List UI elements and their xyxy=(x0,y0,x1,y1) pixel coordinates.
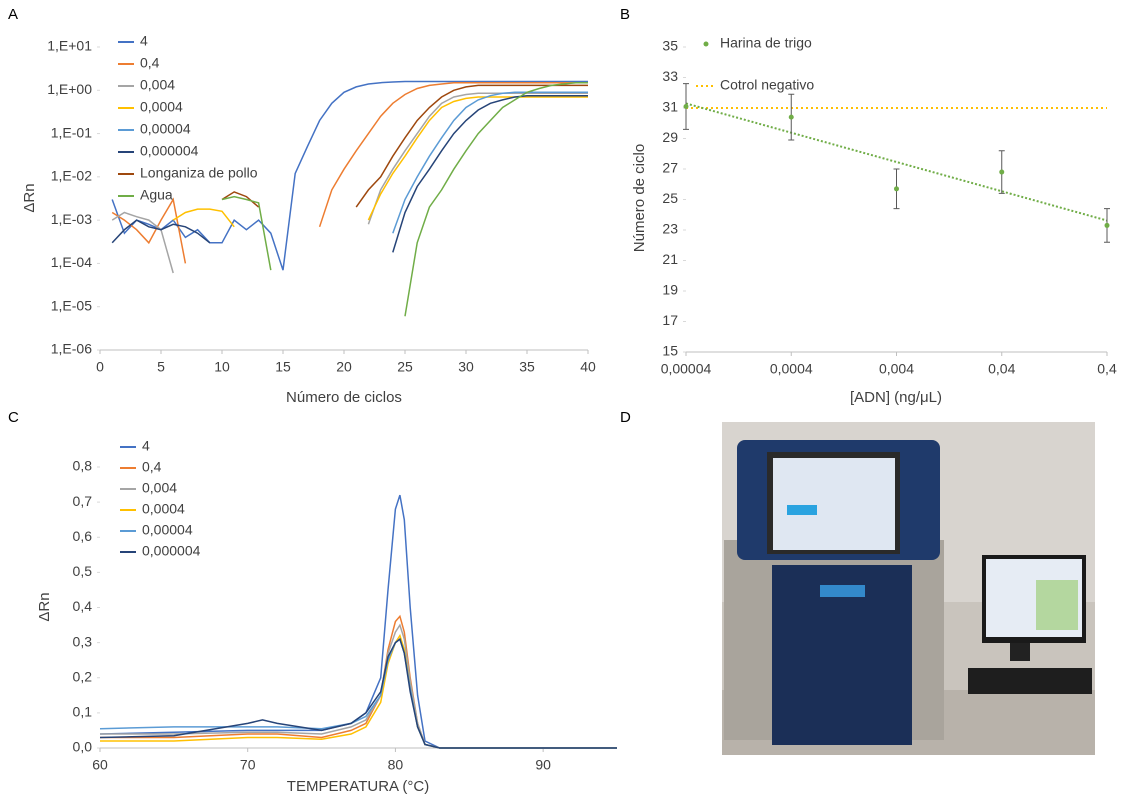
y-tick-label: 0,0 xyxy=(73,739,93,755)
y-tick-label: 33 xyxy=(662,68,678,84)
screen-widget xyxy=(787,505,817,515)
x-tick-label: 30 xyxy=(458,359,474,375)
keyboard xyxy=(968,668,1092,694)
y-tick-label: 19 xyxy=(662,282,678,298)
y-tick-label: 25 xyxy=(662,190,678,206)
y-axis-title: Número de ciclo xyxy=(631,144,648,252)
panel-label: D xyxy=(620,409,631,426)
series-line xyxy=(100,633,617,749)
y-tick-label: 0,5 xyxy=(73,563,93,579)
legend-label: Cotrol negativo xyxy=(720,77,814,93)
series-line xyxy=(221,84,588,208)
legend-label: 0,00004 xyxy=(140,121,191,137)
y-tick-label: 1,E+01 xyxy=(47,38,92,54)
y-tick-label: 1,E-05 xyxy=(51,297,92,313)
legend-label: 0,4 xyxy=(142,459,162,475)
y-tick-label: 1,E-06 xyxy=(51,341,92,357)
series-line xyxy=(111,94,588,253)
x-tick-label: 0 xyxy=(96,359,104,375)
x-tick-label: 0,0004 xyxy=(770,361,813,377)
legend-label: 0,004 xyxy=(142,480,177,496)
instrument-logo xyxy=(820,585,865,597)
y-tick-label: 1,E-01 xyxy=(51,124,92,140)
y-tick-label: 1,E-03 xyxy=(51,211,92,227)
x-tick-label: 0,004 xyxy=(879,361,914,377)
y-tick-label: 0,2 xyxy=(73,668,93,684)
y-tick-label: 1,E-04 xyxy=(51,254,92,270)
x-axis-title: TEMPERATURA (°C) xyxy=(287,778,429,795)
panel-label: B xyxy=(620,6,630,23)
x-tick-label: 20 xyxy=(336,359,352,375)
y-tick-label: 21 xyxy=(662,251,678,267)
x-tick-label: 5 xyxy=(157,359,165,375)
series-line xyxy=(172,96,588,228)
y-axis-title: ΔRn xyxy=(21,183,38,212)
legend-swatch xyxy=(703,41,709,47)
y-tick-label: 35 xyxy=(662,38,678,54)
legend-label: 0,004 xyxy=(140,77,175,93)
point xyxy=(894,186,899,192)
y-tick-label: 0,3 xyxy=(73,633,93,649)
series-line xyxy=(100,623,617,749)
y-tick-label: 0,7 xyxy=(73,493,93,509)
y-tick-label: 31 xyxy=(662,99,678,115)
x-axis-title: Número de ciclos xyxy=(286,389,402,406)
legend-label: Agua xyxy=(140,187,173,203)
legend-label: 0,000004 xyxy=(140,143,199,159)
x-tick-label: 0,04 xyxy=(988,361,1015,377)
x-tick-label: 0,00004 xyxy=(661,361,712,377)
series-line xyxy=(221,81,588,317)
x-tick-label: 80 xyxy=(388,757,404,773)
x-tick-label: 90 xyxy=(535,757,551,773)
point xyxy=(683,103,689,109)
x-tick-label: 60 xyxy=(92,757,108,773)
legend-label: 4 xyxy=(140,33,148,49)
series-line xyxy=(100,614,617,749)
x-tick-label: 70 xyxy=(240,757,256,773)
x-tick-label: 35 xyxy=(519,359,535,375)
legend-label: 0,00004 xyxy=(142,522,193,538)
legend-label: Longaniza de pollo xyxy=(140,165,258,181)
series-line xyxy=(111,81,588,264)
monitor-stand xyxy=(1010,643,1030,661)
y-tick-label: 0,4 xyxy=(73,598,93,614)
x-tick-label: 10 xyxy=(214,359,230,375)
point xyxy=(999,169,1005,175)
legend-label: 0,4 xyxy=(140,55,160,71)
x-tick-label: 15 xyxy=(275,359,291,375)
series-line xyxy=(111,92,588,274)
legend-label: Harina de trigo xyxy=(720,35,812,51)
y-tick-label: 15 xyxy=(662,343,678,359)
series-line xyxy=(99,637,617,749)
x-tick-label: 25 xyxy=(397,359,413,375)
y-axis-title: ΔRn xyxy=(36,592,53,621)
legend-label: 4 xyxy=(142,438,150,454)
panel-label: C xyxy=(8,409,19,426)
legend-label: 0,000004 xyxy=(142,543,201,559)
point xyxy=(1104,222,1110,228)
point xyxy=(788,114,794,120)
trendline xyxy=(685,102,1108,222)
series-line xyxy=(392,91,588,234)
legend-label: 0,0004 xyxy=(140,99,183,115)
y-tick-label: 27 xyxy=(662,160,678,176)
y-tick-label: 23 xyxy=(662,221,678,237)
y-tick-label: 29 xyxy=(662,129,678,145)
legend-label: 0,0004 xyxy=(142,501,185,517)
y-tick-label: 0,6 xyxy=(73,528,93,544)
x-tick-label: 40 xyxy=(580,359,596,375)
y-tick-label: 1,E+00 xyxy=(47,81,92,97)
monitor-grid xyxy=(1036,580,1078,630)
x-axis-title: [ADN] (ng/μL) xyxy=(850,389,942,406)
screen xyxy=(773,458,895,550)
series-line xyxy=(111,80,588,271)
instrument-photo xyxy=(722,422,1095,755)
y-tick-label: 17 xyxy=(662,312,678,328)
y-tick-label: 0,1 xyxy=(73,704,93,720)
y-tick-label: 0,8 xyxy=(73,458,93,474)
x-tick-label: 0,4 xyxy=(1097,361,1117,377)
panel-label: A xyxy=(8,6,18,23)
y-tick-label: 1,E-02 xyxy=(51,168,92,184)
